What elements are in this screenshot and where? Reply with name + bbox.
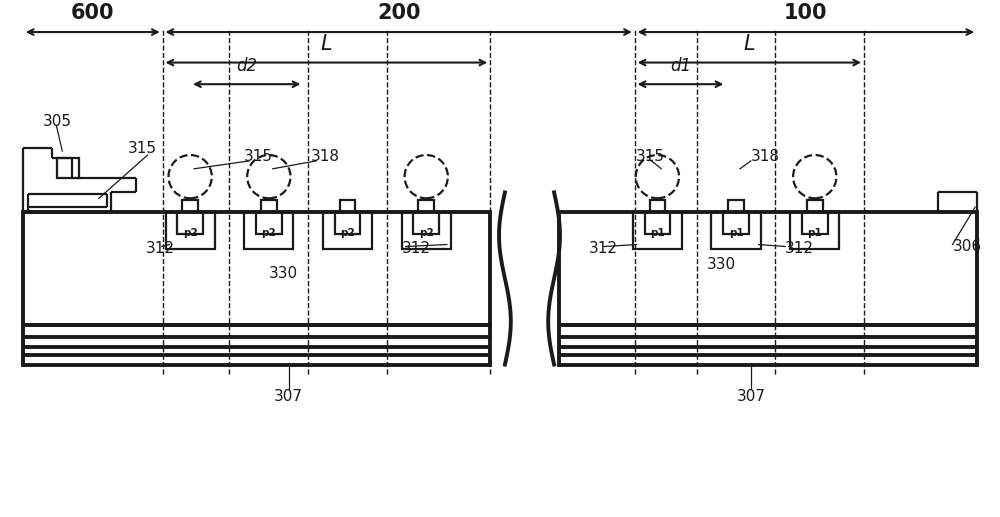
Text: p1: p1 [807, 227, 822, 238]
Text: 307: 307 [736, 389, 765, 404]
Text: d1: d1 [670, 57, 691, 75]
Bar [182, 200, 198, 212]
Bar [323, 212, 372, 249]
Bar [633, 212, 682, 249]
Bar [807, 200, 823, 212]
Text: 312: 312 [146, 241, 175, 256]
Text: 312: 312 [785, 241, 814, 256]
Text: 315: 315 [244, 149, 273, 164]
Bar [256, 212, 282, 234]
Bar [418, 200, 434, 212]
Bar [166, 212, 215, 249]
Bar [413, 212, 439, 234]
Bar [645, 212, 670, 234]
Text: L: L [321, 34, 332, 54]
Text: 100: 100 [784, 3, 828, 23]
Bar [723, 212, 749, 234]
Text: 312: 312 [402, 241, 431, 256]
Bar [559, 325, 977, 364]
Bar [57, 158, 79, 178]
Bar [335, 212, 360, 234]
Text: 200: 200 [377, 3, 420, 23]
Text: p2: p2 [340, 227, 355, 238]
Text: 315: 315 [636, 149, 665, 164]
Bar [559, 212, 977, 325]
Text: 330: 330 [707, 257, 736, 272]
Text: 315: 315 [128, 141, 157, 156]
Bar [728, 200, 744, 212]
Text: p1: p1 [650, 227, 665, 238]
Text: p2: p2 [419, 227, 434, 238]
Text: 600: 600 [71, 3, 115, 23]
Bar [402, 212, 451, 249]
Text: 305: 305 [43, 114, 72, 129]
Text: 330: 330 [269, 266, 298, 281]
Bar [790, 212, 839, 249]
Text: p2: p2 [261, 227, 276, 238]
Text: 306: 306 [952, 239, 982, 254]
Bar [23, 325, 490, 364]
Text: p2: p2 [183, 227, 198, 238]
Text: 307: 307 [274, 389, 303, 404]
Bar [340, 200, 355, 212]
Bar [650, 200, 665, 212]
Text: 318: 318 [311, 149, 340, 164]
Bar [177, 212, 203, 234]
Text: 318: 318 [751, 149, 780, 164]
Bar [261, 200, 277, 212]
Bar [23, 212, 490, 325]
Text: L: L [744, 34, 755, 54]
Text: 312: 312 [589, 241, 618, 256]
Bar [244, 212, 293, 249]
Text: p1: p1 [729, 227, 743, 238]
Text: d2: d2 [236, 57, 257, 75]
Bar [802, 212, 828, 234]
Bar [711, 212, 761, 249]
